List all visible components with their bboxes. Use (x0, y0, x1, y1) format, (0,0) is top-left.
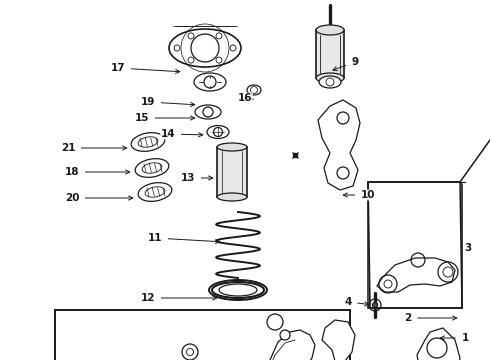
Text: 3: 3 (465, 243, 472, 253)
Text: 15: 15 (135, 113, 195, 123)
Ellipse shape (131, 132, 165, 151)
Circle shape (182, 344, 198, 360)
Polygon shape (368, 182, 462, 308)
Text: 20: 20 (65, 193, 133, 203)
Text: 11: 11 (148, 233, 220, 244)
Text: 14: 14 (161, 129, 203, 139)
Text: 1: 1 (440, 333, 468, 343)
Text: 4: 4 (344, 297, 369, 307)
Text: 12: 12 (141, 293, 217, 303)
Text: 10: 10 (343, 190, 375, 200)
Polygon shape (318, 100, 360, 190)
Ellipse shape (135, 159, 169, 177)
Ellipse shape (194, 73, 226, 91)
Ellipse shape (316, 25, 344, 35)
Ellipse shape (247, 85, 261, 95)
Bar (217, 147, 247, 197)
Circle shape (267, 314, 283, 330)
Text: 19: 19 (141, 97, 195, 107)
Ellipse shape (319, 76, 341, 88)
Circle shape (280, 330, 290, 340)
Ellipse shape (138, 183, 172, 201)
Ellipse shape (207, 126, 229, 139)
Ellipse shape (316, 73, 344, 83)
Ellipse shape (219, 284, 257, 296)
Text: 13: 13 (181, 173, 213, 183)
Polygon shape (410, 328, 465, 360)
Ellipse shape (169, 29, 241, 67)
Text: 17: 17 (111, 63, 180, 73)
Ellipse shape (138, 137, 158, 147)
Text: 18: 18 (65, 167, 130, 177)
Ellipse shape (217, 193, 247, 201)
Ellipse shape (142, 163, 162, 173)
Text: 16: 16 (238, 93, 253, 103)
Ellipse shape (209, 280, 267, 300)
Text: 2: 2 (404, 313, 457, 323)
Ellipse shape (217, 143, 247, 151)
Ellipse shape (145, 187, 165, 197)
Bar (316, 30, 344, 78)
Polygon shape (65, 320, 355, 360)
Text: 21: 21 (61, 143, 127, 153)
Ellipse shape (195, 105, 221, 119)
Bar (55, 310, 350, 360)
Text: 9: 9 (333, 57, 359, 71)
Polygon shape (377, 258, 455, 292)
Circle shape (372, 302, 377, 307)
